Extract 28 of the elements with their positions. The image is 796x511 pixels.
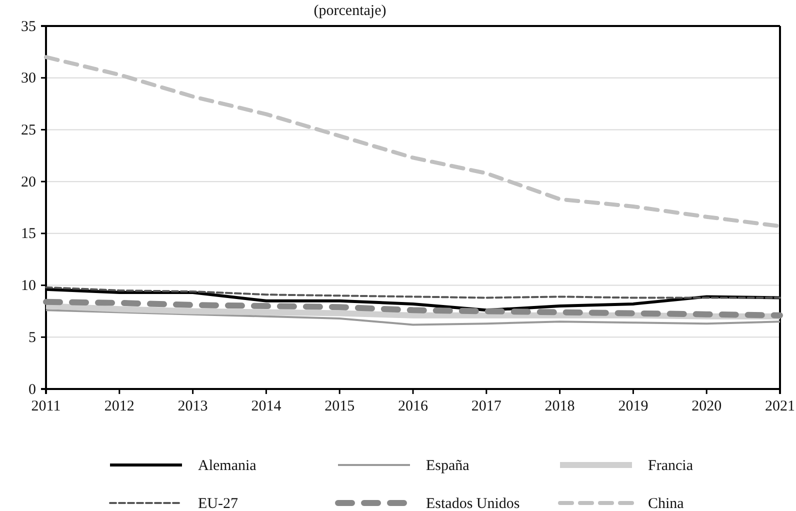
legend-label: España [426, 458, 470, 474]
y-tick-label: 35 [21, 18, 36, 35]
x-tick-label: 2021 [765, 398, 795, 414]
legend-label: China [648, 496, 684, 511]
y-tick-label: 20 [21, 174, 36, 190]
line-series [45, 286, 781, 299]
legend-label: Estados Unidos [426, 496, 520, 511]
legend-label: EU-27 [198, 496, 238, 511]
y-tick-label: 15 [21, 226, 36, 242]
legend-label: Francia [648, 458, 694, 474]
x-tick-label: 2019 [618, 398, 648, 414]
x-tick-label: 2018 [544, 398, 575, 414]
y-tick-label: 25 [21, 122, 36, 139]
legend-label: Alemania [198, 458, 257, 474]
x-tick-label: 2017 [471, 398, 502, 414]
y-tick-label: 5 [28, 330, 36, 346]
y-tick-label: 30 [21, 70, 36, 87]
x-tick-label: 2020 [692, 398, 722, 414]
y-tick-label: 0 [28, 382, 36, 398]
x-tick-label: 2011 [31, 398, 61, 414]
chart-title: (porcentaje) [314, 3, 386, 19]
line-series [45, 309, 781, 326]
x-tick-label: 2012 [104, 398, 134, 414]
x-tick-label: 2014 [251, 398, 282, 414]
x-tick-label: 2015 [324, 398, 355, 414]
x-tick-label: 2013 [178, 398, 208, 414]
y-tick-label: 10 [21, 278, 36, 294]
x-tick-label: 2016 [398, 398, 428, 414]
